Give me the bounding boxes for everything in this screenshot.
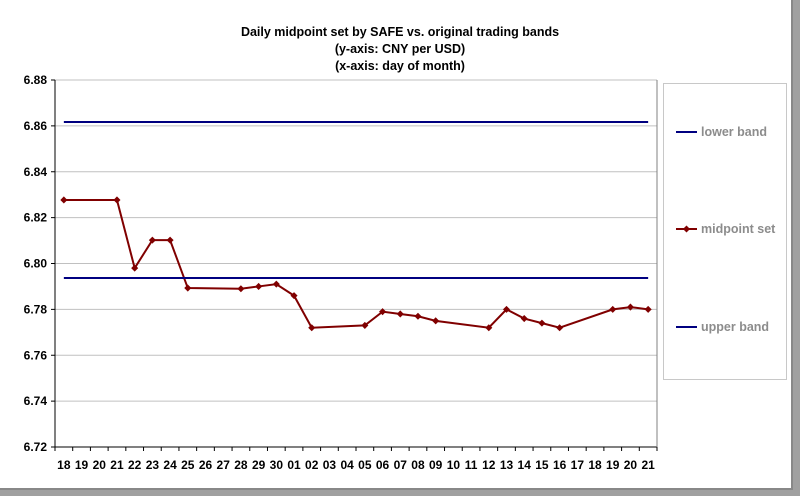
x-tick-label: 25 [181, 458, 195, 472]
legend-label: upper band [701, 320, 770, 334]
x-tick-label: 20 [93, 458, 107, 472]
legend-line-icon [676, 131, 697, 133]
data-point [644, 305, 652, 313]
legend-item-midpoint-set: midpoint set [676, 222, 775, 236]
data-point [131, 264, 139, 272]
chart-title: Daily midpoint set by SAFE vs. original … [240, 25, 560, 39]
legend-line-icon [676, 326, 697, 328]
y-tick-label: 6.72 [24, 440, 48, 454]
y-tick-label: 6.78 [24, 302, 48, 316]
x-tick-label: 05 [358, 458, 372, 472]
y-tick-label: 6.88 [24, 73, 48, 87]
data-point [396, 310, 404, 318]
data-point [237, 285, 245, 293]
x-tick-label: 12 [482, 458, 496, 472]
data-point [361, 321, 369, 329]
x-tick-label: 06 [376, 458, 390, 472]
data-point [432, 317, 440, 325]
y-tick-label: 6.76 [24, 348, 48, 362]
legend-item-lower-band: lower band [676, 125, 767, 139]
x-tick-label: 10 [447, 458, 461, 472]
x-tick-label: 30 [270, 458, 284, 472]
legend-line-marker-icon [676, 225, 697, 233]
x-tick-label: 09 [429, 458, 443, 472]
x-tick-label: 16 [553, 458, 567, 472]
legend-label: midpoint set [701, 222, 776, 236]
chart-frame: Daily midpoint set by SAFE vs. original … [0, 0, 793, 490]
data-point [272, 280, 280, 288]
x-tick-label: 22 [128, 458, 142, 472]
data-point [379, 308, 387, 316]
x-tick-label: 14 [518, 458, 532, 472]
x-tick-label: 04 [340, 458, 354, 472]
x-tick-label: 18 [57, 458, 71, 472]
x-tick-label: 24 [163, 458, 177, 472]
x-tick-label: 27 [217, 458, 231, 472]
data-point [502, 305, 511, 313]
x-tick-label: 11 [465, 458, 478, 472]
x-tick-label: 19 [75, 458, 89, 472]
x-tick-label: 07 [394, 458, 408, 472]
legend-item-upper-band: upper band [676, 320, 769, 334]
data-point [255, 282, 263, 290]
data-point [538, 319, 546, 327]
x-tick-label: 03 [323, 458, 337, 472]
y-tick-label: 6.84 [24, 165, 48, 179]
x-tick-label: 08 [411, 458, 425, 472]
y-tick-label: 6.86 [24, 119, 48, 133]
chart-subtitle-y: (y-axis: CNY per USD) [334, 42, 466, 56]
y-tick-label: 6.82 [24, 211, 48, 225]
x-tick-label: 19 [606, 458, 620, 472]
x-tick-label: 21 [641, 458, 655, 472]
x-tick-label: 17 [571, 458, 585, 472]
data-point [626, 303, 634, 311]
x-tick-label: 15 [535, 458, 549, 472]
data-point [148, 236, 156, 244]
data-point [485, 324, 493, 332]
x-tick-label: 29 [252, 458, 266, 472]
x-tick-label: 01 [287, 458, 301, 472]
x-tick-label: 26 [199, 458, 213, 472]
legend-label: lower band [701, 125, 767, 139]
data-point [184, 284, 192, 292]
x-tick-label: 20 [624, 458, 638, 472]
legend: lower band midpoint set upper band [663, 83, 787, 380]
chart-subtitle-x: (x-axis: day of month) [335, 59, 465, 73]
y-tick-label: 6.80 [24, 257, 48, 271]
data-point [290, 292, 298, 300]
x-tick-label: 13 [500, 458, 514, 472]
x-tick-label: 28 [234, 458, 248, 472]
data-point [166, 236, 174, 244]
x-tick-label: 02 [305, 458, 319, 472]
plot-area: 6.72 6.74 6.76 6.78 6.80 6.82 6.84 6.86 6.88 18 19… [24, 73, 658, 472]
x-tick-label: 23 [146, 458, 160, 472]
data-point [60, 196, 68, 204]
y-tick-label: 6.74 [24, 394, 48, 408]
data-point [113, 196, 121, 204]
x-tick-label: 18 [588, 458, 602, 472]
data-point [556, 324, 564, 332]
data-point [520, 315, 528, 323]
data-point [414, 312, 422, 320]
data-point [308, 324, 316, 332]
data-point [609, 305, 617, 313]
x-tick-label: 21 [110, 458, 124, 472]
